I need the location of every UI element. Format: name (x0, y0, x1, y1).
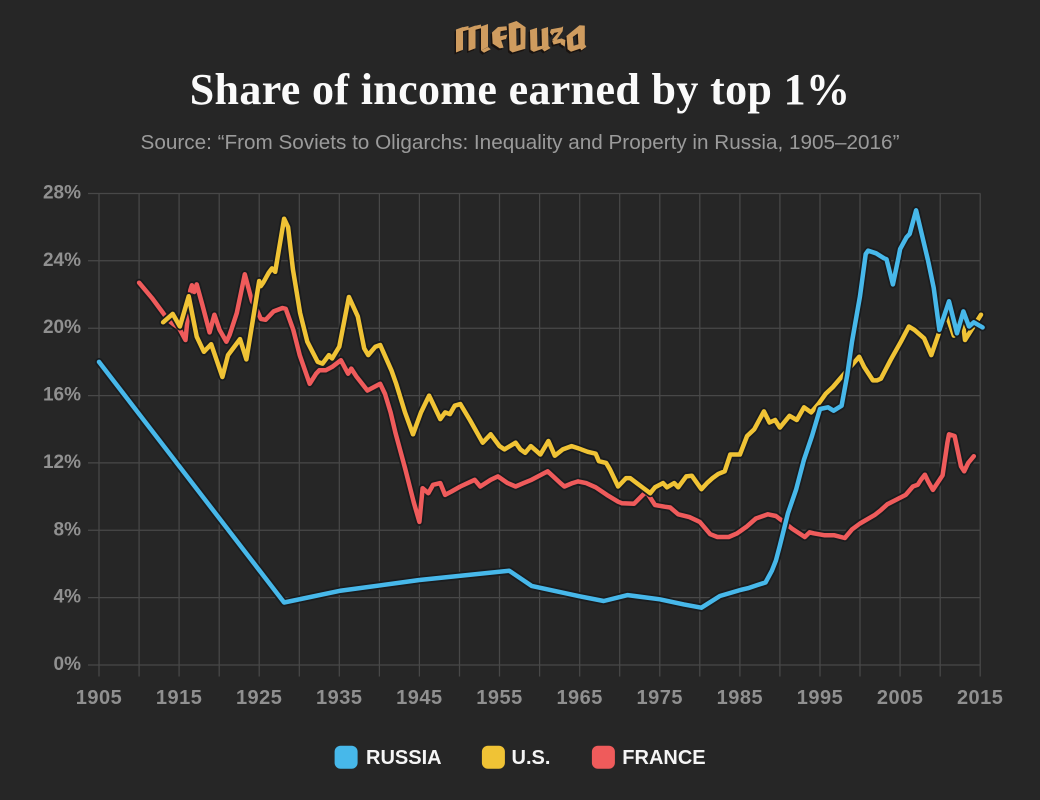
svg-text:1975: 1975 (637, 687, 684, 709)
svg-text:1995: 1995 (797, 687, 844, 709)
svg-text:1915: 1915 (156, 687, 203, 709)
svg-text:FRANCE: FRANCE (622, 747, 705, 769)
svg-text:16%: 16% (43, 385, 81, 406)
svg-text:8%: 8% (54, 519, 82, 540)
svg-text:0%: 0% (54, 654, 82, 675)
svg-text:1945: 1945 (396, 687, 443, 709)
svg-text:4%: 4% (54, 587, 82, 608)
svg-text:1955: 1955 (476, 687, 523, 709)
svg-text:2005: 2005 (877, 687, 924, 709)
svg-text:24%: 24% (43, 250, 81, 271)
svg-text:Share of income earned by top: Share of income earned by top 1% (190, 65, 851, 114)
svg-text:U.S.: U.S. (512, 747, 551, 769)
svg-text:2015: 2015 (957, 687, 1004, 709)
svg-text:20%: 20% (43, 317, 81, 338)
svg-text:1925: 1925 (236, 687, 283, 709)
svg-text:1985: 1985 (717, 687, 764, 709)
svg-text:1935: 1935 (316, 687, 363, 709)
svg-text:12%: 12% (43, 452, 81, 473)
svg-text:1965: 1965 (556, 687, 603, 709)
svg-text:28%: 28% (43, 183, 81, 204)
svg-text:Source: “From Soviets to Oliga: Source: “From Soviets to Oligarchs: Ineq… (141, 131, 900, 154)
svg-text:RUSSIA: RUSSIA (366, 747, 442, 769)
svg-text:1905: 1905 (76, 687, 123, 709)
